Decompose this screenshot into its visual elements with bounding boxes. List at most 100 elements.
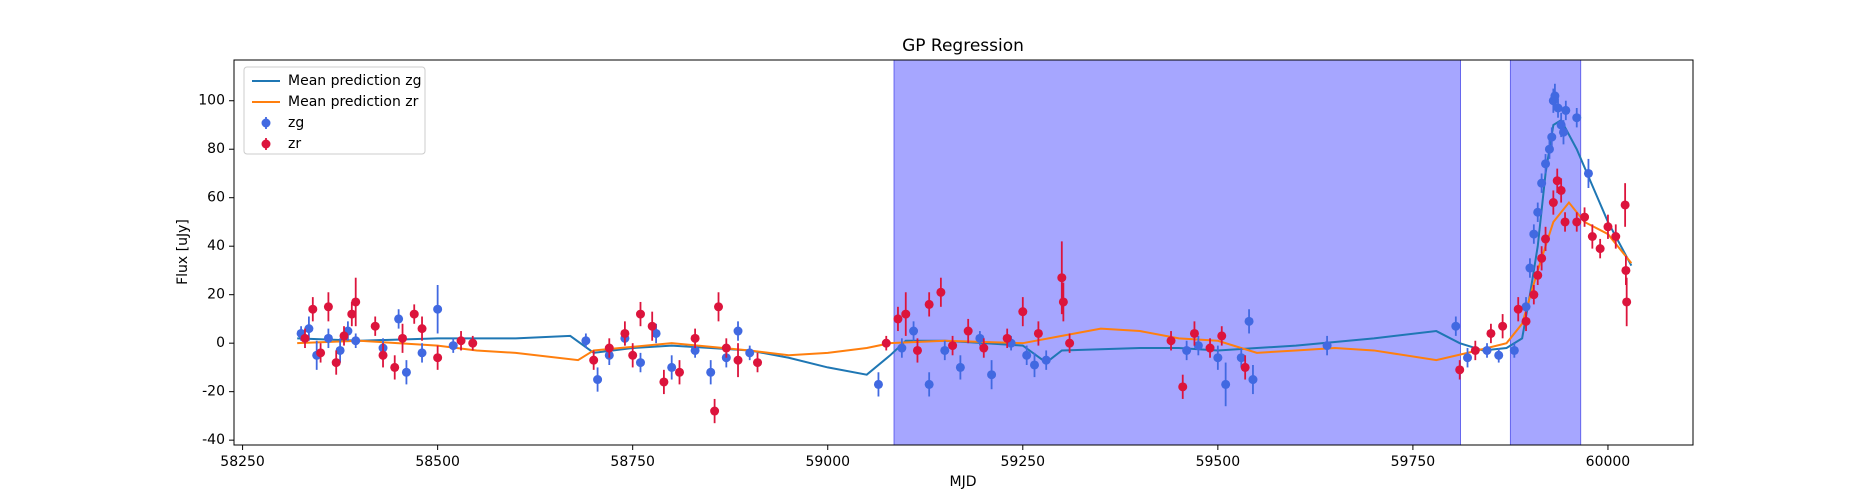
data-point (1533, 207, 1543, 217)
plot-area (296, 60, 1633, 445)
legend-label: Mean prediction zr (288, 94, 419, 110)
data-point (1166, 336, 1176, 346)
data-point (1513, 304, 1523, 314)
x-tick-label: 58500 (415, 454, 460, 470)
data-point (975, 333, 985, 343)
data-point (1182, 345, 1192, 355)
data-point (581, 336, 591, 346)
data-point (1558, 127, 1568, 137)
data-point (1552, 176, 1562, 186)
data-point (1221, 379, 1231, 389)
data-point (1057, 273, 1067, 283)
data-point (589, 355, 599, 365)
data-point (1022, 350, 1032, 360)
legend-swatch (261, 118, 271, 128)
data-point (1541, 234, 1551, 244)
data-point (948, 341, 958, 351)
data-point (1521, 302, 1531, 312)
data-point (401, 367, 411, 377)
data-point (675, 367, 685, 377)
data-point (1603, 222, 1613, 232)
data-point (628, 350, 638, 360)
data-point (417, 324, 427, 334)
data-point (1547, 132, 1557, 142)
data-point (1217, 331, 1227, 341)
data-point (308, 304, 318, 314)
data-point (323, 302, 333, 312)
plot-frame (233, 59, 1694, 446)
data-point (955, 362, 965, 372)
x-tick-label: 59500 (1196, 454, 1241, 470)
data-point (1583, 168, 1593, 178)
data-point (721, 343, 731, 353)
data-point (635, 358, 645, 368)
data-point (1622, 297, 1632, 307)
data-point (1244, 316, 1254, 326)
data-point (1509, 345, 1519, 355)
data-point (1322, 341, 1332, 351)
data-point (1041, 355, 1051, 365)
legend-label: zr (288, 136, 301, 152)
data-point (335, 345, 345, 355)
data-point (1029, 360, 1039, 370)
data-point (1482, 345, 1492, 355)
x-tick-label: 58250 (220, 454, 265, 470)
data-point (893, 314, 903, 324)
shaded-span (893, 60, 1461, 445)
data-point (1470, 345, 1480, 355)
data-point (714, 302, 724, 312)
data-point (924, 299, 934, 309)
y-tick-label: 60 (207, 190, 225, 206)
data-point (378, 350, 388, 360)
data-point (1548, 198, 1558, 208)
data-point (647, 321, 657, 331)
y-tick-label: 0 (216, 335, 225, 351)
data-point (1553, 103, 1563, 113)
data-point (1595, 244, 1605, 254)
data-point (936, 287, 946, 297)
data-point (659, 377, 669, 387)
data-point (593, 375, 603, 385)
data-point (924, 379, 934, 389)
data-point (987, 370, 997, 380)
data-point (667, 362, 677, 372)
chart-title: GP Regression (902, 36, 1024, 56)
data-point (331, 358, 341, 368)
y-tick-label: 20 (207, 287, 225, 303)
data-point (1193, 341, 1203, 351)
data-point (1178, 382, 1188, 392)
data-point (753, 358, 763, 368)
data-point (733, 355, 743, 365)
data-point (1529, 290, 1539, 300)
legend-swatch (261, 139, 271, 149)
data-point (912, 345, 922, 355)
y-tick-label: 100 (198, 93, 225, 109)
data-point (300, 333, 310, 343)
data-point (1018, 307, 1028, 317)
data-point (1537, 253, 1547, 263)
data-point (1463, 353, 1473, 363)
data-point (1213, 353, 1223, 363)
legend-label: zg (288, 115, 304, 131)
data-point (1455, 365, 1465, 375)
data-point (351, 297, 361, 307)
data-point (1240, 362, 1250, 372)
data-point (398, 333, 408, 343)
data-point (1494, 350, 1504, 360)
data-point (1561, 105, 1571, 115)
data-point (901, 309, 911, 319)
data-point (1248, 375, 1258, 385)
data-point (456, 336, 466, 346)
data-point (881, 338, 891, 348)
mean-line (297, 118, 1633, 376)
data-point (316, 348, 326, 358)
data-point (604, 343, 614, 353)
data-point (1560, 217, 1570, 227)
data-point (690, 333, 700, 343)
data-point (1587, 231, 1597, 241)
data-point (1620, 200, 1630, 210)
data-point (1621, 265, 1631, 275)
x-axis-label: MJD (950, 474, 977, 490)
data-point (370, 321, 380, 331)
